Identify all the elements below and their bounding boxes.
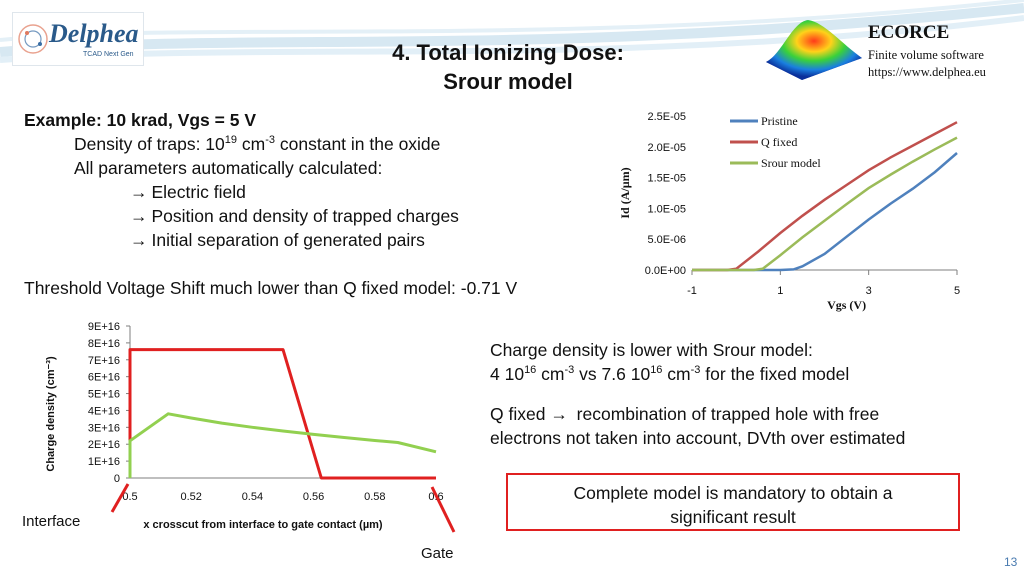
bullet3-label: Initial separation of generated pairs — [151, 230, 425, 250]
cmp-exp3: 16 — [650, 364, 663, 377]
callout-line2: significant result — [670, 507, 796, 527]
chart2-x-axis-label: x crosscut from interface to gate contac… — [143, 519, 383, 531]
cmp-exp1: 16 — [524, 364, 537, 377]
title-line2: Srour model — [443, 69, 573, 94]
bullet-electric-field: → Electric field — [130, 180, 246, 204]
chart2-y-tick-label: 3E+16 — [88, 422, 120, 434]
chart1-y-tick-label: 1.5E-05 — [647, 173, 686, 185]
cmp-a: 4 10 — [490, 364, 525, 384]
chart1-y-tick-label: 2.5E-05 — [647, 111, 686, 123]
charge-density-comparison-line1: Charge density is lower with Srour model… — [490, 340, 813, 360]
chart2-x-tick-label: 0.56 — [303, 491, 324, 503]
chart2-x-tick-label: 0.58 — [364, 491, 385, 503]
chart1-y-tick-label: 5.0E-06 — [647, 234, 686, 246]
chart1-y-tick-label: 0.0E+00 — [645, 265, 686, 277]
interface-label: Interface — [22, 513, 81, 530]
chart1-background — [612, 100, 976, 322]
logo-text: Delphea — [49, 19, 139, 48]
chart2-y-tick-label: 8E+16 — [88, 338, 120, 350]
charge-density-chart: 0 1E+16 2E+16 3E+16 4E+16 5E+16 6E+16 7E+16 8E+1… — [45, 321, 444, 531]
chart2-x-tick-label: 0.52 — [180, 491, 201, 503]
chart1-legend-label: Q fixed — [761, 135, 797, 149]
chart1-x-tick-label: 5 — [954, 285, 960, 297]
chart2-srour-line — [128, 412, 437, 478]
cmp-exp2: -3 — [564, 364, 575, 377]
ecorce-title: ECORCE — [868, 22, 950, 43]
chart2-y-tick-label: 6E+16 — [88, 372, 120, 384]
chart2-y-tick-label: 2E+16 — [88, 439, 120, 451]
chart1-legend-label: Pristine — [761, 114, 798, 128]
chart1-legend-label: Srour model — [761, 156, 821, 170]
density-exponent: 19 — [224, 134, 238, 147]
density-unit-exponent: -3 — [265, 134, 276, 147]
chart2-x-tick-label: 0.54 — [242, 491, 263, 503]
delphea-logo-graphic — [18, 24, 48, 54]
chart2-y-tick-label: 9E+16 — [88, 321, 120, 333]
surface-plot-thumbnail — [766, 20, 862, 80]
right-arrow-icon: → — [130, 206, 148, 226]
qfixed-line2: electrons not taken into account, DVth o… — [490, 428, 906, 448]
slide-title: 4. Total Ionizing Dose: Srour model — [330, 38, 686, 96]
ecorce-description: Finite volume software — [868, 48, 984, 62]
right-arrow-icon: → — [130, 230, 148, 250]
title-line1: 4. Total Ionizing Dose: — [392, 40, 624, 65]
chart1-y-tick-label: 1.0E-05 — [647, 203, 686, 215]
density-suffix: constant in the oxide — [275, 134, 441, 154]
chart1-y-tick-label: 2.0E-05 — [647, 142, 686, 154]
id-vgs-chart: -1 1 3 5 0.0E+00 5.0E-06 1.0E-05 1.5E-05 2.0E-05… — [612, 100, 976, 322]
chart2-y-tick-label: 7E+16 — [88, 355, 120, 367]
right-arrow-icon: → — [130, 182, 148, 202]
qfixed-explanation: recombination of trapped hole with free — [571, 404, 880, 424]
cmp-e: for the fixed model — [700, 364, 850, 384]
chart2-y-axis-label: Charge density (cm⁻³) — [45, 356, 57, 472]
density-prefix: Density of traps: 10 — [74, 134, 225, 154]
right-arrow-icon: → — [550, 404, 568, 424]
params-line: All parameters automatically calculated: — [74, 158, 383, 178]
gate-label: Gate — [421, 545, 454, 562]
chart2-x-tick-label: 0.5 — [122, 491, 137, 503]
chart1-x-tick-label: 1 — [777, 285, 783, 297]
cmp-b: cm — [536, 364, 565, 384]
logo-subtext: TCAD Next Gen — [83, 51, 134, 58]
chart2-y-tick-label: 4E+16 — [88, 405, 120, 417]
cmp-exp4: -3 — [690, 364, 701, 377]
example-heading: Example: 10 krad, Vgs = 5 V — [24, 110, 256, 130]
bullet1-label: Electric field — [151, 182, 246, 202]
chart1-y-axis-label: Id (A/µm) — [618, 167, 632, 218]
qfixed-line1: Q fixed → recombination of trapped hole … — [490, 402, 879, 426]
chart2-y-tick-label: 0 — [114, 473, 120, 485]
trap-density-line: Density of traps: 1019 cm-3 constant in … — [74, 132, 440, 156]
threshold-shift-text: Threshold Voltage Shift much lower than … — [24, 278, 518, 298]
density-unit: cm — [237, 134, 266, 154]
ecorce-url: https://www.delphea.eu — [868, 65, 986, 79]
conclusion-callout: Complete model is mandatory to obtain a … — [506, 473, 960, 531]
interface-arrow — [110, 483, 130, 513]
chart1-series-line-srour-model — [692, 136, 958, 272]
callout-line1: Complete model is mandatory to obtain a — [573, 483, 893, 503]
page-number: 13 — [1004, 555, 1018, 569]
chart2-y-tick-label: 5E+16 — [88, 389, 120, 401]
chart1-x-axis-label: Vgs (V) — [827, 298, 866, 312]
chart2-qfixed-line — [128, 348, 436, 480]
chart2-y-tick-label: 1E+16 — [88, 456, 120, 468]
delphea-logo: Delphea TCAD Next Gen — [12, 12, 144, 66]
cmp-c: vs 7.6 10 — [574, 364, 651, 384]
gate-arrow — [430, 486, 456, 533]
chart1-series-line-pristine — [692, 152, 958, 272]
bullet-trapped-charges: → Position and density of trapped charges — [130, 204, 459, 228]
charge-density-comparison-line2: 4 1016 cm-3 vs 7.6 1016 cm-3 for the fix… — [490, 362, 849, 386]
qfixed-label: Q fixed — [490, 404, 551, 424]
chart1-x-tick-label: 3 — [866, 285, 872, 297]
bullet-initial-separation: → Initial separation of generated pairs — [130, 228, 425, 252]
cmp-d: cm — [662, 364, 691, 384]
bullet2-label: Position and density of trapped charges — [151, 206, 459, 226]
chart1-x-tick-label: -1 — [687, 285, 697, 297]
